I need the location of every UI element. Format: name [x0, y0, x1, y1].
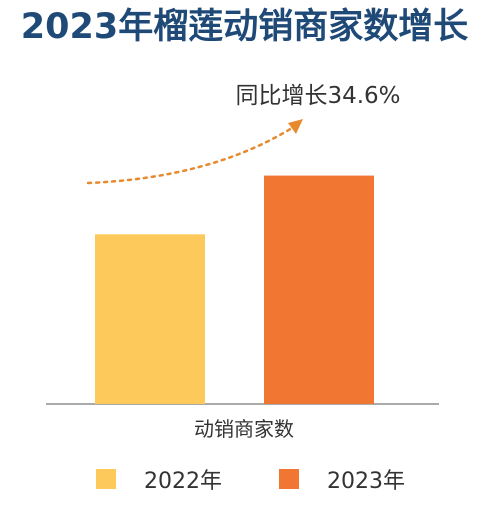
legend-label-2023: 2023年: [327, 469, 405, 494]
x-axis-label: 动销商家数: [194, 417, 294, 441]
legend-item-2022: 2022年: [96, 463, 222, 495]
growth-arrow-head: [288, 119, 303, 134]
bar-2023: [264, 175, 374, 404]
growth-arrow-curve: [86, 126, 294, 185]
chart-title: 2023年榴莲动销商家数增长: [20, 7, 469, 47]
bar-2022: [95, 234, 205, 404]
legend-swatch-2022: [96, 469, 116, 489]
legend-swatch-2023: [279, 469, 299, 489]
legend-item-2023: 2023年: [279, 463, 405, 495]
growth-annotation: 同比增长34.6%: [235, 83, 400, 109]
legend-label-2022: 2022年: [144, 469, 222, 494]
bars-group: [95, 175, 374, 404]
